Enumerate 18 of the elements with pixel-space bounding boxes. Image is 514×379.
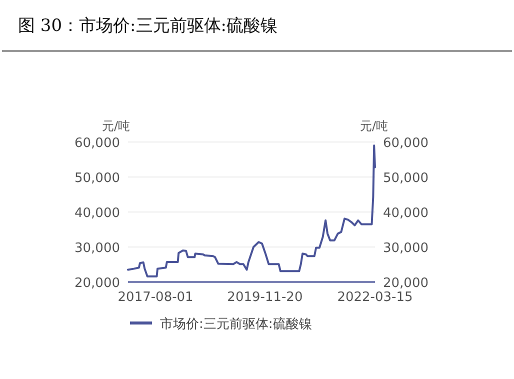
y-tick-label: 50,000 [74,171,120,186]
y2-tick-label: 20,000 [383,276,428,291]
legend-label: 市场价:三元前驱体:硫酸镍 [160,317,312,332]
y2-tick-label: 60,000 [383,136,428,151]
y-tick-label: 30,000 [74,241,120,256]
y2-tick-label: 30,000 [383,241,428,256]
y-tick-label: 60,000 [74,136,120,151]
y-tick-label: 40,000 [74,206,120,221]
chart-title: 图 30：市场价:三元前驱体:硫酸镍 [18,16,278,36]
y-axis-title: 元/吨 [102,119,130,133]
y2-tick-label: 50,000 [383,171,428,186]
x-tick-label: 2019-11-20 [227,290,303,305]
x-tick-label: 2022-03-15 [337,290,413,305]
y2-axis-title: 元/吨 [360,119,388,133]
line-series [127,144,376,278]
x-tick-label: 2017-08-01 [118,290,194,305]
y2-tick-label: 40,000 [383,206,428,221]
y-tick-label: 20,000 [74,276,120,291]
